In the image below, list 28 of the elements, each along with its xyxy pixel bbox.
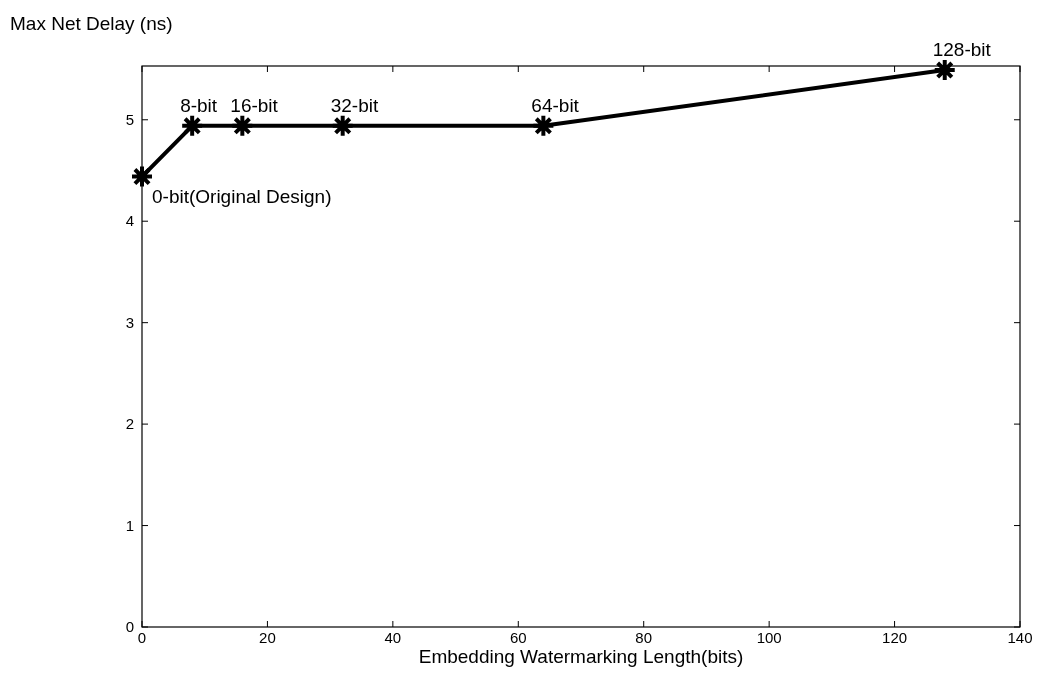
point: [531, 113, 556, 138]
annotation: 16-bit: [230, 94, 279, 116]
point: [180, 113, 205, 138]
x-tick-label: 120: [882, 629, 908, 646]
x-tick-label: 100: [756, 629, 782, 646]
x-tick-label: 40: [384, 629, 402, 646]
annotation: 8-bit: [180, 94, 218, 116]
point: [932, 58, 957, 83]
x-axis-title: Embedding Watermarking Length(bits): [418, 646, 744, 667]
point: [130, 164, 154, 189]
y-axis-title: Max Net Delay (ns): [10, 13, 173, 34]
x-tick-label: 140: [1007, 629, 1033, 646]
point: [230, 113, 255, 138]
x-tick-label: 80: [635, 629, 653, 646]
y-tick-label: 5: [125, 110, 134, 128]
annotation: 0-bit(Original Design): [152, 185, 332, 207]
y-tick-label: 3: [125, 313, 134, 331]
annotation: 32-bit: [330, 94, 379, 116]
annotation: 128-bit: [932, 39, 992, 61]
y-tick-label: 4: [125, 212, 134, 230]
annotation: 64-bit: [531, 94, 580, 116]
x-tick-label: 20: [259, 629, 276, 646]
y-tick-label: 0: [125, 618, 134, 635]
y-tick-label: 1: [125, 516, 134, 534]
point: [330, 113, 355, 138]
x-tick-label: 0: [137, 629, 147, 646]
x-tick-label: 60: [509, 629, 527, 646]
y-tick-label: 2: [125, 415, 134, 433]
